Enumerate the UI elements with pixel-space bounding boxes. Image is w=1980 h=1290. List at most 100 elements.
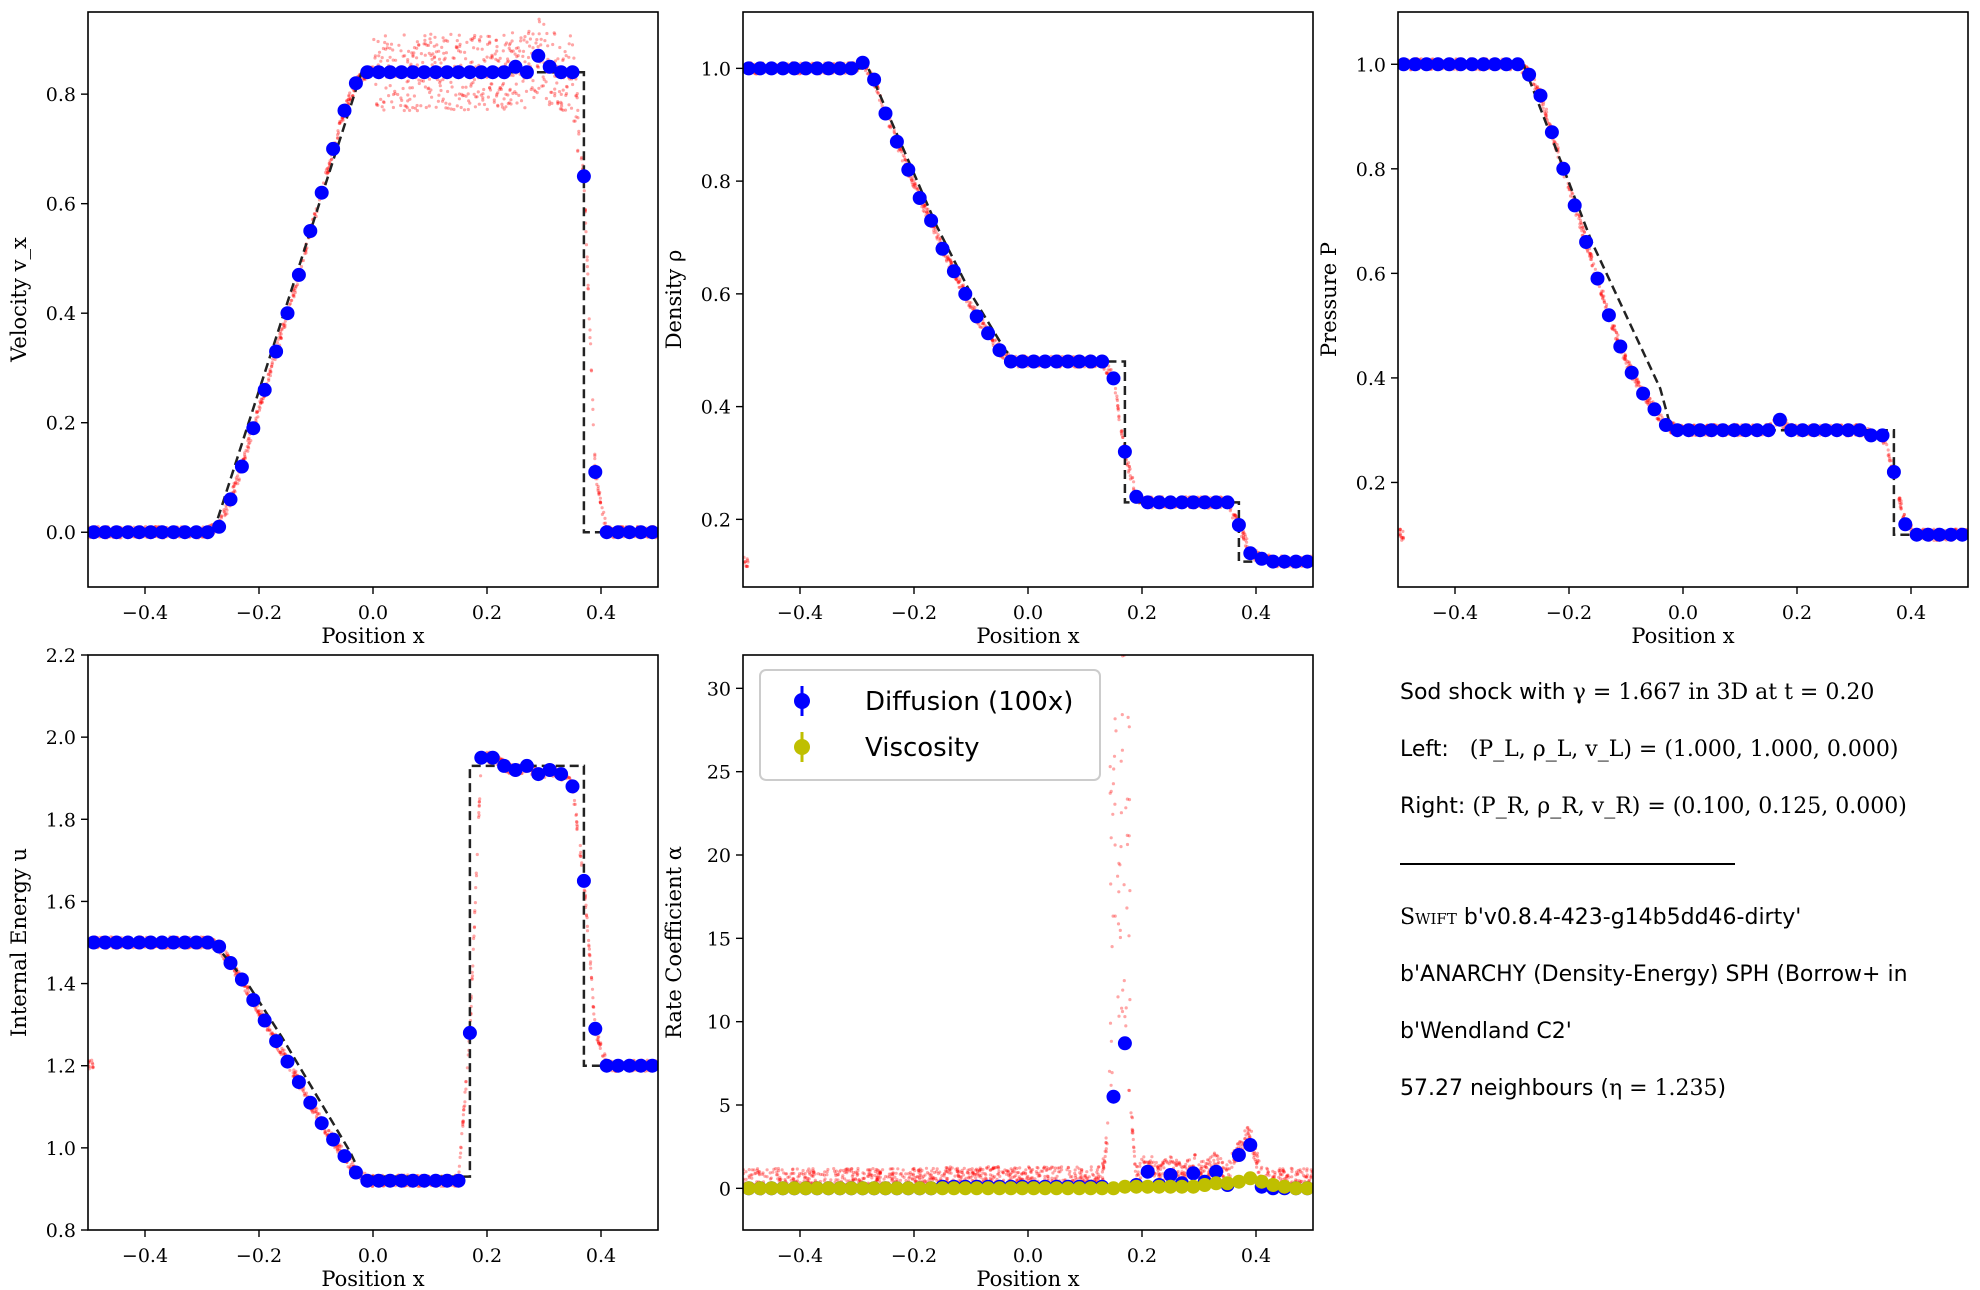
particle xyxy=(587,317,591,321)
particle xyxy=(503,43,507,47)
particle xyxy=(568,34,573,38)
particle xyxy=(501,49,505,53)
particle xyxy=(508,87,512,91)
particle xyxy=(1541,102,1546,106)
particle xyxy=(232,484,236,488)
particle xyxy=(470,38,474,43)
particle xyxy=(1228,509,1232,513)
particle xyxy=(1655,416,1659,421)
particle xyxy=(1590,264,1594,268)
particle xyxy=(90,1058,94,1062)
particle xyxy=(454,46,458,50)
particle xyxy=(489,56,493,60)
data-point xyxy=(1864,428,1879,443)
particle xyxy=(256,410,260,414)
particle xyxy=(572,56,576,60)
particle xyxy=(335,1148,339,1152)
particle xyxy=(1897,498,1901,502)
data-point xyxy=(1544,125,1559,140)
particle xyxy=(938,239,942,243)
particle xyxy=(1604,304,1608,309)
particle xyxy=(1615,331,1619,335)
data-point xyxy=(428,65,443,80)
data-point xyxy=(992,343,1007,358)
particle xyxy=(438,79,442,83)
particle xyxy=(980,322,984,326)
particle xyxy=(476,47,480,51)
y-tick-label: 0.2 xyxy=(1356,472,1386,494)
particle xyxy=(1116,408,1120,412)
particle xyxy=(542,22,546,26)
data-point xyxy=(1738,423,1753,438)
particle xyxy=(282,325,286,330)
particle xyxy=(510,50,514,54)
particle xyxy=(464,1087,468,1091)
particle xyxy=(1627,361,1631,365)
particle xyxy=(529,87,533,92)
particle xyxy=(1233,516,1238,520)
particle xyxy=(1231,513,1235,517)
particle xyxy=(394,58,398,62)
density-panel: −0.4 −0.2 0.0 0.2 0.40.20.40.60.81.0Position… xyxy=(662,11,1314,648)
data-point xyxy=(1841,423,1856,438)
particle xyxy=(485,55,489,59)
particle xyxy=(1243,532,1247,536)
particle xyxy=(519,39,523,43)
data-point xyxy=(166,525,181,540)
particle xyxy=(1105,371,1109,375)
particle xyxy=(488,40,492,44)
x-tick-label: −0.2 xyxy=(1546,602,1592,624)
particle xyxy=(982,321,986,325)
data-point xyxy=(1442,57,1457,72)
particle xyxy=(892,128,896,132)
particle xyxy=(477,804,481,808)
particle xyxy=(1637,383,1641,387)
data-point xyxy=(291,267,306,282)
particle xyxy=(597,1041,601,1045)
particle xyxy=(505,60,509,64)
particle xyxy=(1127,470,1131,474)
particle xyxy=(410,86,414,90)
particle xyxy=(385,42,389,46)
particle xyxy=(600,506,604,510)
particle xyxy=(910,178,914,182)
particle xyxy=(464,57,468,61)
particle xyxy=(1887,452,1891,456)
data-point xyxy=(935,241,950,256)
x-tick-label: 0.4 xyxy=(1241,602,1271,624)
particle xyxy=(560,104,564,108)
particle xyxy=(1132,486,1136,490)
particle xyxy=(1623,356,1627,360)
particle xyxy=(348,91,352,95)
particle xyxy=(1243,544,1248,548)
particle xyxy=(553,91,557,95)
particle xyxy=(432,44,436,48)
particle xyxy=(312,212,316,216)
particle xyxy=(1245,537,1249,541)
particle xyxy=(273,357,277,362)
particle xyxy=(279,335,283,339)
particle xyxy=(291,294,295,298)
particle xyxy=(968,305,972,310)
particle xyxy=(345,99,349,103)
particle xyxy=(289,298,293,303)
data-point xyxy=(599,525,614,540)
particle xyxy=(1611,327,1615,331)
data-point xyxy=(743,61,756,76)
particle xyxy=(225,512,229,516)
data-point xyxy=(1784,423,1799,438)
particle xyxy=(1543,112,1547,116)
particle xyxy=(515,101,519,105)
particle xyxy=(377,50,382,54)
particle xyxy=(1902,512,1906,517)
particle xyxy=(380,105,384,109)
particle xyxy=(1646,398,1650,403)
particle xyxy=(260,397,264,401)
particle xyxy=(257,408,262,412)
data-point xyxy=(485,65,500,80)
particle xyxy=(1602,300,1606,304)
particle xyxy=(321,181,326,185)
particle xyxy=(375,103,379,107)
particle xyxy=(1120,428,1124,433)
particle xyxy=(1634,381,1638,385)
